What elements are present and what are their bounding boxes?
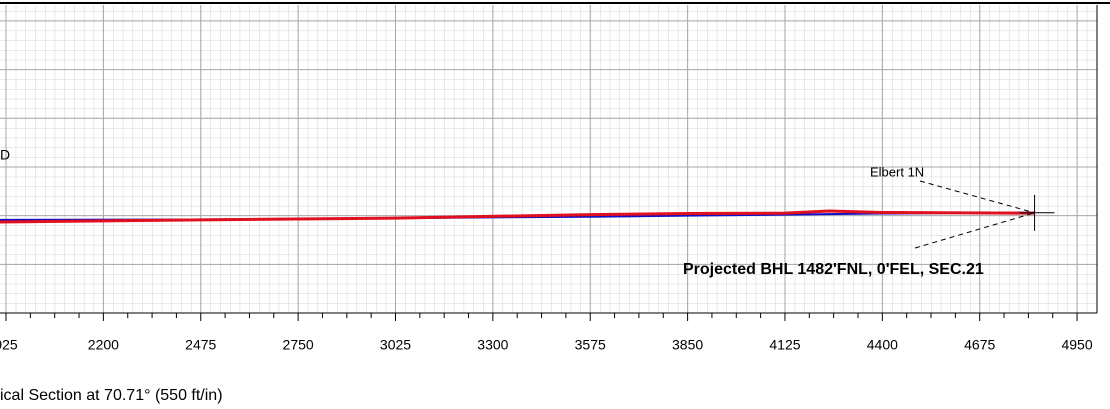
x-axis-label: ical Section at 70.71° (550 ft/in) bbox=[0, 387, 223, 404]
x-tick-label: 4950 bbox=[1061, 337, 1092, 353]
x-tick-label: 4675 bbox=[964, 337, 995, 353]
x-tick-label: 3850 bbox=[672, 337, 703, 353]
x-tick-label: 4400 bbox=[867, 337, 898, 353]
well-label: Elbert 1N bbox=[870, 164, 924, 179]
x-tick-label: 925 bbox=[0, 337, 18, 353]
leader bbox=[914, 212, 1035, 249]
bhl-label: Projected BHL 1482'FNL, 0'FEL, SEC.21 bbox=[683, 261, 984, 278]
leader bbox=[919, 180, 1035, 214]
x-tick-label: 3300 bbox=[477, 337, 508, 353]
x-tick-label: 2200 bbox=[88, 337, 119, 353]
minor-grid bbox=[0, 5, 1097, 313]
x-tick-label: 3575 bbox=[575, 337, 606, 353]
x-tick-label: 4125 bbox=[769, 337, 800, 353]
annotation: D bbox=[0, 147, 10, 163]
x-tick-label: 2475 bbox=[185, 337, 216, 353]
series-line bbox=[0, 209, 1035, 224]
x-tick-label: 3025 bbox=[380, 337, 411, 353]
x-tick-label: 2750 bbox=[283, 337, 314, 353]
